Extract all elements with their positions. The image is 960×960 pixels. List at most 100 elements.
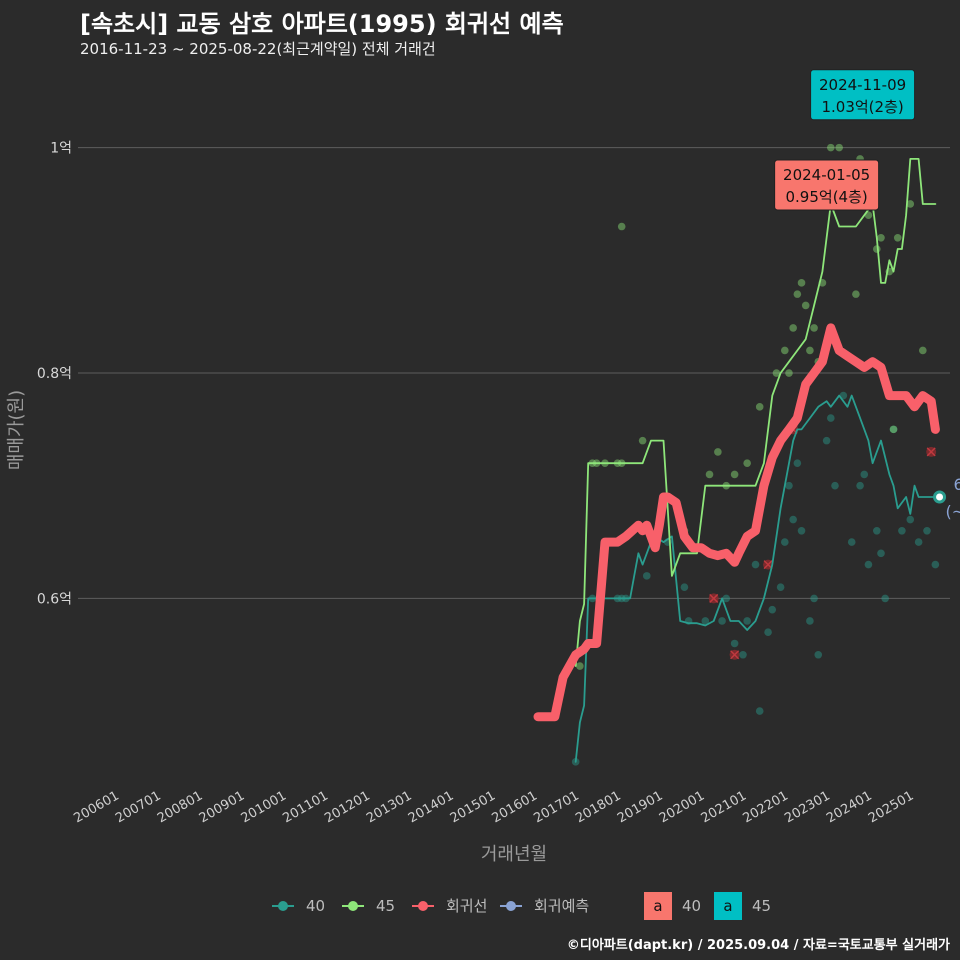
scatter-point-40 (781, 538, 789, 546)
scatter-point-40 (642, 572, 651, 580)
scatter-point-40 (785, 481, 793, 490)
legend-tag-glyph: a (723, 897, 732, 915)
scatter-point-40 (797, 526, 806, 535)
chart-title: [속초시] 교동 삼호 아파트(1995) 회귀선 예측 (80, 10, 564, 38)
y-tick-label: 0.6억 (37, 591, 72, 607)
grid-layer: 0.6억 0.8억 1억 (37, 141, 950, 607)
scatter-point-40 (847, 538, 856, 546)
scatter-point-40 (751, 560, 760, 569)
legend: 40 45 회귀선 회귀예측 a 40 a 45 (272, 892, 771, 920)
legend-label-s40: 40 (306, 897, 325, 915)
scatter-point-45 (793, 290, 802, 298)
x-tick-label: 201401 (406, 788, 456, 826)
x-tick-label: 200701 (113, 788, 163, 826)
scatter-point-45 (705, 470, 714, 479)
x-tick-label: 202101 (699, 788, 749, 826)
x-tick-label: 201301 (364, 788, 414, 826)
scatter-point-45 (785, 369, 793, 377)
annotation-text: 1.03억(2층) (821, 98, 903, 116)
series-line-regression (533, 323, 940, 722)
x-tick-label: 201501 (448, 788, 498, 826)
scatter-point-40 (827, 414, 835, 422)
scatter-point-45 (755, 403, 764, 411)
scatter-point-40 (793, 459, 802, 467)
scatter-point-40 (873, 526, 881, 535)
scatter-point-45 (743, 459, 751, 467)
annotation-box (810, 69, 916, 121)
x-tick-layer: 2006012007012008012009012010012011012012… (71, 788, 916, 826)
x-tick-label: 201701 (531, 788, 581, 826)
legend-dot-s45 (348, 901, 358, 911)
scatter-point-40 (923, 526, 931, 535)
series-line-s40 (574, 394, 937, 763)
legend-dot-regression (418, 901, 428, 911)
regression-point-cross (730, 650, 740, 660)
scatter-point-45 (617, 222, 626, 231)
legend-dot-forecast (506, 901, 516, 911)
scatter-point-45 (827, 143, 835, 152)
scatter-point-40 (814, 650, 823, 659)
scatter-point-45 (638, 436, 647, 445)
scatter-point-45 (576, 662, 584, 670)
scatter-point-40 (701, 617, 710, 625)
legend-tag-label-40: 40 (682, 897, 701, 915)
scatter-point-45 (789, 324, 797, 332)
scatter-point-40 (806, 617, 814, 625)
x-tick-label: 202201 (740, 788, 790, 826)
credit-line: ©디아파트(dapt.kr) / 2025.09.04 / 자료=국토교통부 실… (566, 938, 950, 953)
x-axis-label: 거래년월 (481, 844, 547, 865)
scatter-point-40 (856, 481, 864, 490)
scatter-point-45 (730, 470, 739, 479)
x-tick-label: 200901 (197, 788, 247, 826)
scatter-point-40 (914, 538, 923, 546)
scatter-point-45 (852, 290, 860, 298)
scatter-point-45 (889, 425, 898, 434)
x-tick-label: 201601 (490, 788, 540, 826)
scatter-point-40 (789, 515, 797, 524)
annotation-text: 0.95억(4층) (786, 188, 868, 206)
legend-tag-glyph: a (653, 897, 662, 915)
chart-subtitle: 2016-11-23 ~ 2025-08-22(최근계약일) 전체 거래건 (80, 40, 436, 58)
scatter-point-40 (931, 560, 940, 569)
annotation-box (774, 159, 880, 211)
legend-tag-label-45: 45 (752, 897, 771, 915)
series-line-s45 (574, 158, 937, 667)
scatter-point-45 (893, 233, 902, 242)
scatter-point-45 (781, 346, 789, 355)
scatter-point-40 (864, 560, 873, 569)
y-tick-label: 0.8억 (37, 366, 72, 382)
scatter-point-40 (764, 628, 772, 637)
scatter-point-40 (877, 549, 885, 558)
x-tick-label: 201801 (573, 788, 623, 826)
x-tick-label: 200601 (71, 788, 121, 826)
scatter-point-45 (835, 143, 843, 152)
x-tick-label: 201901 (615, 788, 665, 826)
scatter-point-40 (739, 650, 747, 659)
scatter-point-45 (919, 346, 927, 355)
scatter-point-40 (831, 481, 839, 490)
scatter-point-45 (797, 279, 806, 287)
x-tick-label: 202001 (657, 788, 707, 826)
x-tick-label: 201001 (239, 788, 289, 826)
scatter-point-40 (768, 605, 777, 614)
line-layer (533, 158, 940, 763)
y-tick-label: 1억 (50, 141, 72, 157)
scatter-point-40 (718, 617, 726, 625)
annotation-date: 2024-01-05 (783, 166, 870, 184)
scatter-point-45 (806, 346, 814, 355)
scatter-point-40 (722, 594, 731, 603)
forecast-point (933, 490, 947, 504)
scatter-point-45 (810, 324, 818, 332)
scatter-layer (571, 110, 940, 766)
y-axis-label: 매매가(원) (6, 390, 27, 470)
scatter-point-40 (743, 617, 751, 625)
x-tick-label: 201201 (322, 788, 372, 826)
annotation-date: 2024-11-09 (819, 76, 906, 94)
annotation-layer: 6,925 (~40㎡) 2024-11-09 1.03억(2층) 2024-01-05… (774, 69, 960, 521)
forecast-value: 6,925 (954, 475, 960, 494)
scatter-point-40 (755, 707, 764, 715)
scatter-point-45 (714, 448, 722, 456)
scatter-point-40 (810, 594, 818, 603)
regression-point-cross (709, 593, 719, 603)
